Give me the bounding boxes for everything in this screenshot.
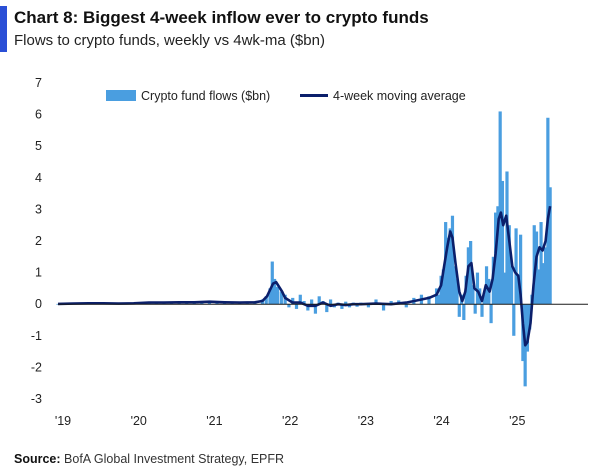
flow-bar <box>453 266 457 305</box>
flow-bar <box>509 266 514 305</box>
flow-bar <box>434 288 439 305</box>
flow-bar <box>317 296 321 305</box>
y-tick-label: 7 <box>35 76 42 90</box>
flow-bar <box>473 304 477 314</box>
flow-bar <box>302 301 306 305</box>
flow-bar <box>525 304 530 352</box>
flow-bar <box>512 304 516 336</box>
flow-bar <box>475 272 480 305</box>
flow-bar <box>455 278 459 305</box>
flow-bar <box>272 278 277 305</box>
flow-bar <box>537 269 541 305</box>
flow-bar <box>404 304 408 308</box>
flow-bar <box>471 285 475 305</box>
moving-average-line <box>57 205 552 347</box>
flow-bar <box>268 288 272 305</box>
y-tick-label: 0 <box>35 297 42 311</box>
y-tick-label: 1 <box>35 266 42 280</box>
y-tick-label: -2 <box>31 360 42 374</box>
flow-bar <box>539 222 543 305</box>
flow-bar <box>503 272 507 305</box>
flow-bar <box>287 304 291 308</box>
flow-bar <box>457 304 461 317</box>
flow-bar <box>374 299 378 305</box>
y-tick-label: 3 <box>35 202 42 216</box>
x-tick-label: '19 <box>55 414 71 428</box>
legend-flows-label: Crypto fund flows ($bn) <box>141 89 270 103</box>
flow-bar <box>298 294 302 305</box>
source-note: Source: BofA Global Investment Strategy,… <box>14 452 284 466</box>
flow-bar <box>437 294 441 305</box>
flow-bar <box>489 304 493 324</box>
flow-bar <box>291 297 295 305</box>
chart-area: 7 6 5 4 3 2 1 0 -1 -2 -3 '19 '20 '21 '22 '23 '24 '25 Cry… <box>31 76 588 428</box>
flow-bar <box>310 299 314 305</box>
flow-bar <box>306 304 310 311</box>
y-tick-label: 4 <box>35 171 42 185</box>
flow-bar <box>283 294 287 305</box>
x-tick-label: '25 <box>509 414 525 428</box>
flow-bar <box>516 278 520 305</box>
flow-bar <box>507 225 511 305</box>
flow-bar <box>344 301 348 305</box>
flow-bar <box>496 206 500 305</box>
flow-bar <box>294 304 299 309</box>
flow-bar <box>505 171 509 305</box>
x-tick-label: '22 <box>282 414 298 428</box>
chart-title: Chart 8: Biggest 4-week inflow ever to c… <box>14 8 429 27</box>
y-tick-label: -1 <box>31 329 42 343</box>
flow-bar <box>264 296 268 305</box>
flow-bar <box>498 111 502 305</box>
flow-bar <box>519 234 523 305</box>
flow-bar <box>482 294 486 305</box>
flow-bar <box>514 228 518 305</box>
flow-bar <box>448 228 452 305</box>
flow-bar <box>544 247 548 305</box>
flow-bar <box>389 301 393 305</box>
flow-bar <box>340 304 344 309</box>
x-tick-label: '24 <box>433 414 449 428</box>
source-label: Source: <box>14 452 61 466</box>
flow-bar <box>313 304 318 314</box>
flow-bar <box>450 215 455 305</box>
flow-bar <box>446 237 450 305</box>
y-tick-label: 2 <box>35 234 42 248</box>
flow-bar <box>366 304 371 308</box>
y-tick-label: 5 <box>35 139 42 153</box>
flow-bar <box>275 286 280 305</box>
flow-bar <box>500 180 505 305</box>
flow-bar <box>441 269 445 305</box>
flow-bar <box>427 296 431 305</box>
flow-bar <box>480 304 484 317</box>
flow-bar <box>439 275 443 305</box>
flow-bar <box>546 117 550 305</box>
y-tick-label: 6 <box>35 108 42 122</box>
flow-bar <box>548 187 552 305</box>
x-tick-label: '23 <box>358 414 374 428</box>
source-text: BofA Global Investment Strategy, EPFR <box>64 452 285 466</box>
flow-bar <box>462 304 466 320</box>
y-tick-label: -3 <box>31 392 42 406</box>
flow-bar <box>279 291 283 305</box>
flow-bar <box>381 304 386 311</box>
x-tick-label: '20 <box>131 414 147 428</box>
chart-subtitle: Flows to crypto funds, weekly vs 4wk-ma … <box>14 32 325 49</box>
legend-flows-swatch <box>106 90 136 101</box>
flow-bar <box>469 241 473 305</box>
legend-ma-label: 4-week moving average <box>333 89 466 103</box>
x-tick-label: '21 <box>206 414 222 428</box>
flow-bar <box>532 225 536 305</box>
title-accent-bar <box>0 6 7 52</box>
flow-bar <box>325 304 329 313</box>
flow-bar <box>541 263 545 305</box>
flow-bar <box>328 299 333 305</box>
